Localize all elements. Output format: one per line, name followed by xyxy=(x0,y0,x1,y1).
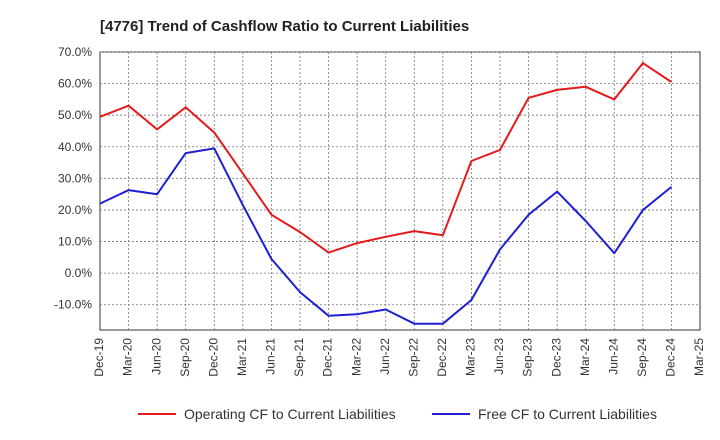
x-tick-label: Jun-21 xyxy=(264,338,278,375)
y-tick-label: -10.0% xyxy=(54,298,92,312)
grid xyxy=(100,51,700,330)
legend-label-0: Operating CF to Current Liabilities xyxy=(184,406,396,422)
y-tick-label: 40.0% xyxy=(58,140,92,154)
x-tick-label: Sep-23 xyxy=(521,338,535,377)
x-axis: Dec-19 Mar-20 Jun-20 Sep-20 Dec-20 Mar-21 Jun-… xyxy=(92,338,706,377)
x-tick-label: Sep-24 xyxy=(635,338,649,377)
x-tick-label: Jun-24 xyxy=(606,338,620,375)
y-tick-label: 60.0% xyxy=(58,77,92,91)
x-tick-label: Sep-21 xyxy=(292,338,306,377)
y-tick-label: 70.0% xyxy=(58,45,92,59)
y-tick-label: 10.0% xyxy=(58,235,92,249)
legend: Operating CF to Current Liabilities Free … xyxy=(138,406,657,422)
series-line-1 xyxy=(99,147,673,325)
series-line-0 xyxy=(99,62,672,254)
x-tick-label: Mar-20 xyxy=(121,338,135,376)
x-tick-label: Dec-24 xyxy=(664,338,678,377)
x-tick-label: Mar-23 xyxy=(464,338,478,376)
chart-title: [4776] Trend of Cashflow Ratio to Curren… xyxy=(100,18,469,35)
y-axis: 70.0% 60.0% 50.0% 40.0% 30.0% 20.0% 10.0% 0.0% -… xyxy=(54,45,92,312)
series-lines xyxy=(99,62,673,325)
x-tick-label: Dec-19 xyxy=(92,338,106,377)
x-tick-label: Dec-23 xyxy=(549,338,563,377)
x-tick-label: Jun-22 xyxy=(378,338,392,375)
x-tick-label: Jun-23 xyxy=(492,338,506,375)
x-tick-label: Sep-22 xyxy=(406,338,420,377)
x-tick-label: Dec-21 xyxy=(321,338,335,377)
y-tick-label: 50.0% xyxy=(58,108,92,122)
y-tick-label: 20.0% xyxy=(58,203,92,217)
legend-label-1: Free CF to Current Liabilities xyxy=(478,406,657,422)
x-tick-label: Sep-20 xyxy=(178,338,192,377)
y-tick-label: 30.0% xyxy=(58,171,92,185)
y-tick-label: 0.0% xyxy=(65,266,93,280)
x-tick-label: Mar-24 xyxy=(578,338,592,376)
x-tick-label: Mar-25 xyxy=(692,338,706,376)
plot-area xyxy=(99,51,701,331)
x-tick-label: Mar-22 xyxy=(349,338,363,376)
x-tick-label: Dec-22 xyxy=(435,338,449,377)
x-tick-label: Jun-20 xyxy=(149,338,163,375)
x-tick-label: Dec-20 xyxy=(206,338,220,377)
x-tick-label: Mar-21 xyxy=(235,338,249,376)
